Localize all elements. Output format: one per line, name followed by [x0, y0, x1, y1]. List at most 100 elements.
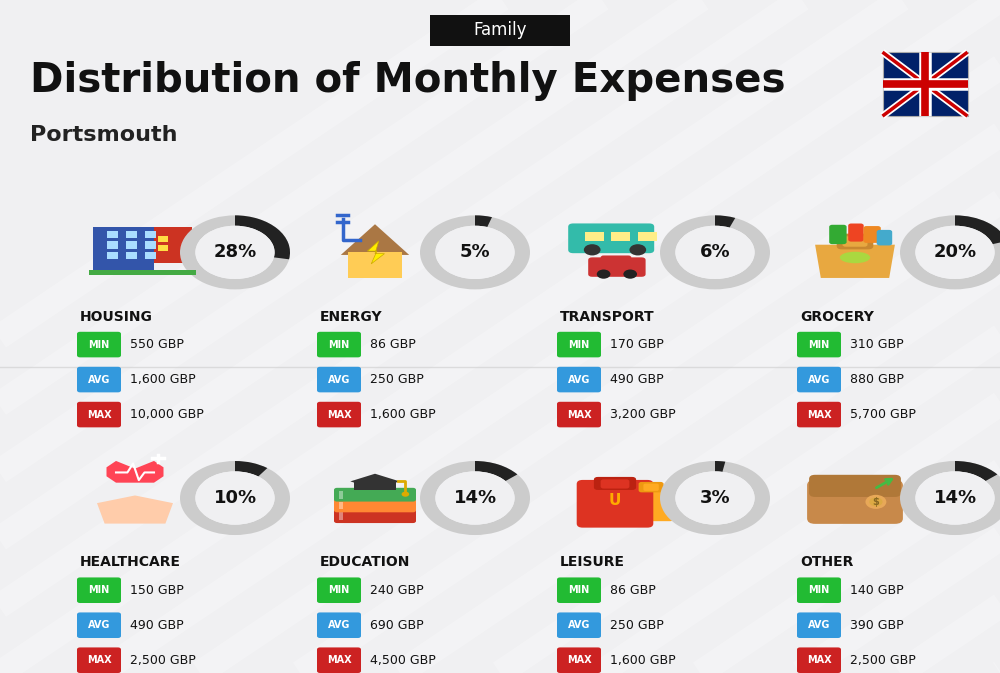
Circle shape	[195, 471, 275, 525]
Text: AVG: AVG	[328, 621, 350, 630]
FancyBboxPatch shape	[557, 402, 601, 427]
Text: MAX: MAX	[567, 656, 591, 665]
Circle shape	[435, 225, 515, 279]
Text: EDUCATION: EDUCATION	[320, 555, 410, 569]
Circle shape	[402, 491, 409, 497]
FancyBboxPatch shape	[557, 577, 601, 603]
Text: 250 GBP: 250 GBP	[610, 618, 664, 632]
FancyBboxPatch shape	[797, 612, 841, 638]
Wedge shape	[475, 461, 517, 481]
Text: TRANSPORT: TRANSPORT	[560, 310, 655, 324]
FancyBboxPatch shape	[334, 499, 416, 512]
FancyBboxPatch shape	[339, 491, 343, 499]
Circle shape	[675, 471, 755, 525]
Wedge shape	[660, 461, 770, 535]
Wedge shape	[235, 215, 290, 259]
Text: $: $	[873, 497, 879, 507]
Ellipse shape	[865, 495, 886, 509]
Text: 310 GBP: 310 GBP	[850, 338, 904, 351]
Text: AVG: AVG	[328, 375, 350, 384]
Polygon shape	[815, 245, 895, 278]
Text: 28%: 28%	[213, 244, 257, 261]
Polygon shape	[350, 474, 400, 489]
FancyBboxPatch shape	[594, 477, 636, 490]
Text: 140 GBP: 140 GBP	[850, 583, 904, 597]
Text: MIN: MIN	[808, 340, 830, 349]
FancyBboxPatch shape	[797, 402, 841, 427]
FancyBboxPatch shape	[797, 367, 841, 392]
FancyBboxPatch shape	[585, 232, 604, 241]
Wedge shape	[955, 215, 1000, 244]
Wedge shape	[180, 461, 290, 535]
Text: MIN: MIN	[88, 586, 110, 595]
FancyBboxPatch shape	[158, 245, 168, 251]
Text: 2,500 GBP: 2,500 GBP	[130, 653, 196, 667]
FancyBboxPatch shape	[89, 270, 196, 275]
Text: ENERGY: ENERGY	[320, 310, 383, 324]
FancyBboxPatch shape	[150, 227, 192, 262]
Circle shape	[584, 244, 601, 256]
Text: MAX: MAX	[87, 410, 111, 419]
Text: 1,600 GBP: 1,600 GBP	[130, 373, 196, 386]
Text: MIN: MIN	[808, 586, 830, 595]
FancyBboxPatch shape	[883, 52, 968, 116]
Circle shape	[675, 225, 755, 279]
Wedge shape	[660, 215, 770, 289]
FancyBboxPatch shape	[601, 256, 631, 269]
FancyBboxPatch shape	[577, 480, 653, 528]
Text: 5,700 GBP: 5,700 GBP	[850, 408, 916, 421]
Text: 5%: 5%	[460, 244, 490, 261]
FancyBboxPatch shape	[145, 252, 156, 258]
Text: 2,500 GBP: 2,500 GBP	[850, 653, 916, 667]
FancyBboxPatch shape	[93, 227, 154, 275]
Wedge shape	[180, 215, 290, 289]
FancyBboxPatch shape	[809, 475, 901, 497]
FancyBboxPatch shape	[848, 223, 864, 242]
FancyBboxPatch shape	[797, 332, 841, 357]
Text: 4,500 GBP: 4,500 GBP	[370, 653, 436, 667]
Text: 1,600 GBP: 1,600 GBP	[610, 653, 676, 667]
FancyBboxPatch shape	[339, 501, 343, 509]
FancyBboxPatch shape	[77, 647, 121, 673]
FancyBboxPatch shape	[145, 242, 156, 248]
Text: AVG: AVG	[568, 621, 590, 630]
FancyBboxPatch shape	[158, 236, 168, 242]
Text: 10%: 10%	[213, 489, 257, 507]
FancyBboxPatch shape	[317, 612, 361, 638]
Text: AVG: AVG	[88, 621, 110, 630]
Text: Portsmouth: Portsmouth	[30, 125, 178, 145]
Wedge shape	[420, 461, 530, 535]
Text: 1,600 GBP: 1,600 GBP	[370, 408, 436, 421]
FancyBboxPatch shape	[557, 612, 601, 638]
Circle shape	[915, 471, 995, 525]
Polygon shape	[107, 461, 164, 483]
Text: MIN: MIN	[328, 586, 350, 595]
FancyBboxPatch shape	[601, 479, 629, 489]
Ellipse shape	[869, 497, 883, 506]
FancyBboxPatch shape	[797, 577, 841, 603]
FancyBboxPatch shape	[77, 332, 121, 357]
Wedge shape	[715, 461, 725, 472]
Polygon shape	[367, 241, 384, 264]
Polygon shape	[341, 224, 409, 255]
FancyBboxPatch shape	[639, 482, 664, 493]
FancyBboxPatch shape	[877, 230, 892, 246]
FancyBboxPatch shape	[557, 332, 601, 357]
Ellipse shape	[840, 252, 870, 263]
FancyBboxPatch shape	[77, 612, 121, 638]
Polygon shape	[97, 495, 173, 524]
Text: AVG: AVG	[568, 375, 590, 384]
FancyBboxPatch shape	[126, 231, 137, 238]
Text: 3%: 3%	[700, 489, 730, 507]
FancyBboxPatch shape	[317, 647, 361, 673]
Text: MIN: MIN	[328, 340, 350, 349]
Circle shape	[597, 269, 610, 279]
FancyBboxPatch shape	[317, 332, 361, 357]
Text: MAX: MAX	[807, 656, 831, 665]
FancyBboxPatch shape	[568, 223, 654, 253]
Text: 14%: 14%	[933, 489, 977, 507]
Text: OTHER: OTHER	[800, 555, 853, 569]
FancyBboxPatch shape	[77, 577, 121, 603]
Wedge shape	[900, 215, 1000, 289]
FancyBboxPatch shape	[126, 252, 137, 258]
